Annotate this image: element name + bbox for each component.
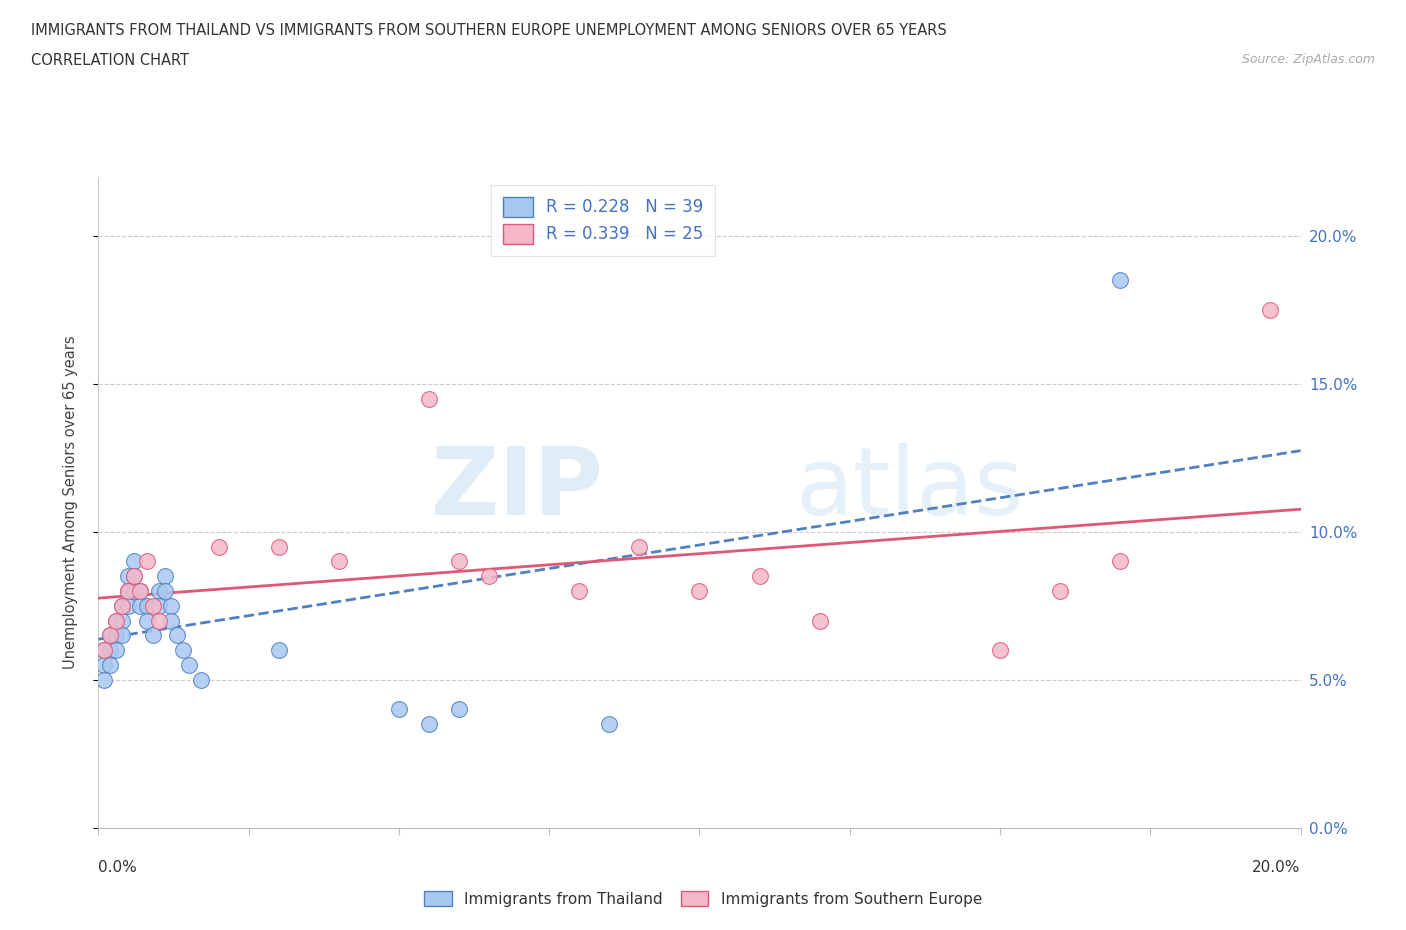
Point [100,628,122,643]
Point [124,554,146,569]
Point [159,613,181,628]
Point [100,628,122,643]
Point [105,643,128,658]
Point [988,643,1011,658]
Point [129,598,152,613]
Point [117,583,139,598]
Point [148,583,170,598]
Point [1260,302,1282,317]
Point [117,598,139,613]
Text: CORRELATION CHART: CORRELATION CHART [31,53,188,68]
Point [93,643,115,658]
Point [100,658,122,672]
Point [267,643,290,658]
Point [388,702,411,717]
Point [328,554,350,569]
Point [129,583,152,598]
Point [177,658,200,672]
Point [100,643,122,658]
Text: atlas: atlas [796,444,1024,535]
Point [148,613,170,628]
Point [689,583,711,598]
Point [93,672,115,687]
Point [208,539,231,554]
Point [172,643,194,658]
Point [418,717,440,732]
Point [141,598,163,613]
Point [1109,272,1132,287]
Legend: Immigrants from Thailand, Immigrants from Southern Europe: Immigrants from Thailand, Immigrants fro… [418,884,988,912]
Point [129,583,152,598]
Text: Source: ZipAtlas.com: Source: ZipAtlas.com [1241,53,1375,66]
Point [117,583,139,598]
Point [93,643,115,658]
Point [418,392,440,406]
Point [117,569,139,584]
Text: 0.0%: 0.0% [98,860,138,875]
Point [478,569,501,584]
Point [166,628,188,643]
Point [105,613,128,628]
Point [153,569,176,584]
Point [141,628,163,643]
Point [111,628,134,643]
Text: ZIP: ZIP [430,444,603,535]
Point [105,613,128,628]
Point [124,569,146,584]
Point [808,613,831,628]
Point [148,598,170,613]
Point [628,539,651,554]
Point [190,672,212,687]
Point [568,583,591,598]
Point [153,583,176,598]
Text: IMMIGRANTS FROM THAILAND VS IMMIGRANTS FROM SOUTHERN EUROPE UNEMPLOYMENT AMONG S: IMMIGRANTS FROM THAILAND VS IMMIGRANTS F… [31,23,946,38]
Point [135,554,157,569]
Point [447,702,470,717]
Point [111,598,134,613]
Point [1109,554,1132,569]
Legend: R = 0.228   N = 39, R = 0.339   N = 25: R = 0.228 N = 39, R = 0.339 N = 25 [491,185,716,256]
Point [748,569,770,584]
Point [135,613,157,628]
Point [447,554,470,569]
Point [124,569,146,584]
Point [159,598,181,613]
Point [124,583,146,598]
Point [1049,583,1071,598]
Point [135,598,157,613]
Y-axis label: Unemployment Among Seniors over 65 years: Unemployment Among Seniors over 65 years [63,336,77,669]
Point [267,539,290,554]
Point [93,658,115,672]
Point [111,598,134,613]
Text: 20.0%: 20.0% [1253,860,1301,875]
Point [111,613,134,628]
Point [105,628,128,643]
Point [598,717,620,732]
